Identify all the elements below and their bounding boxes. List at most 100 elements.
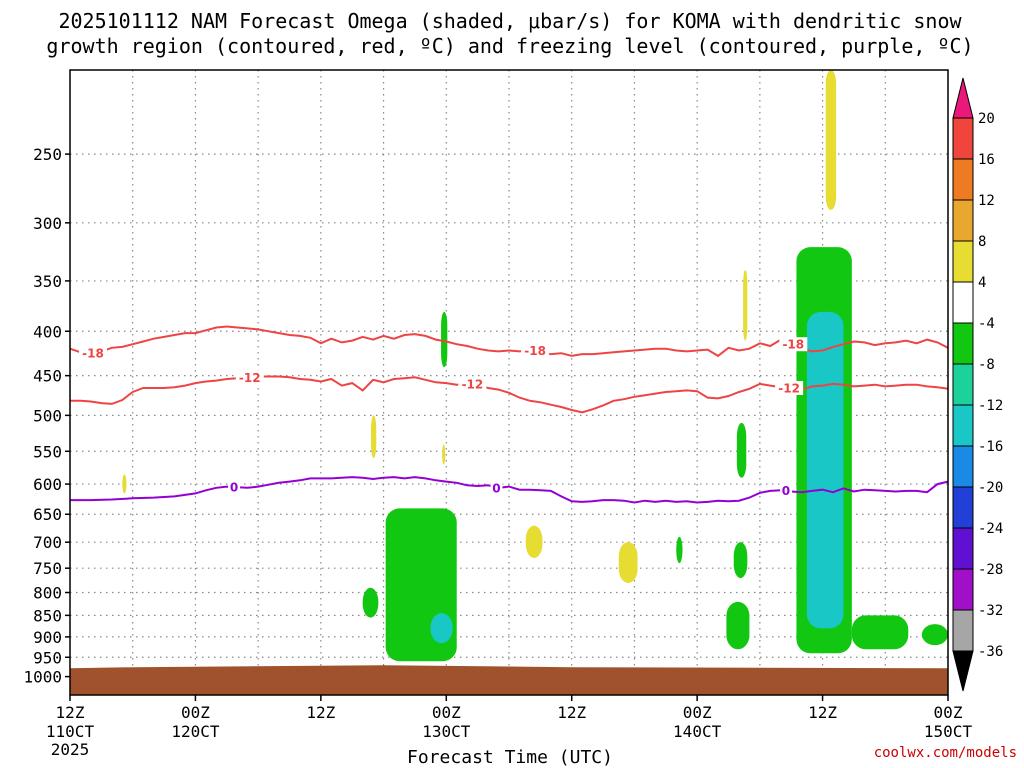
omega-colorbar: 20 16 12 8 4 -4 -8 -12 -16 -20 -24 -28 -32 -36	[952, 77, 1003, 692]
y-tick-label: 650	[33, 505, 62, 524]
shaded-region-17	[442, 444, 446, 465]
colorbar-bin	[953, 364, 973, 406]
x-tick-label: 130CT	[422, 722, 471, 741]
y-tick-label: 300	[33, 214, 62, 233]
contour-label-bg-2-2	[779, 483, 792, 498]
contour-labels: -18 -18 -18 -12 -12 -12 0 0 0	[78, 337, 808, 498]
x-tick-label: 110CT	[46, 722, 95, 741]
shaded-region-16	[371, 415, 377, 459]
colorbar-max-arrow	[952, 77, 974, 119]
colorbar-label: -36	[978, 644, 1003, 660]
colorbar-label: 8	[978, 234, 986, 250]
x-tick-label: 00Z	[683, 703, 712, 722]
contour-label-0C: 0	[230, 481, 238, 495]
colorbar-label: -32	[978, 603, 1003, 619]
x-tick-label: 12Z	[557, 703, 586, 722]
shaded-region-9	[806, 311, 844, 629]
contour-label--12C: -12	[239, 371, 261, 385]
colorbar-min-arrow	[952, 650, 974, 692]
plot-frame	[69, 69, 949, 696]
contour-label--18C: -18	[782, 338, 804, 352]
shaded-region-11	[921, 624, 948, 646]
shaded-region-12	[825, 70, 837, 211]
y-tick-label: 850	[33, 606, 62, 625]
shaded-region-10	[851, 615, 909, 650]
colorbar-label: -4	[978, 316, 995, 332]
contour-label--12C: -12	[778, 382, 800, 396]
contour-label-bg-1-0	[235, 370, 264, 385]
shaded-region-18	[122, 474, 127, 494]
colorbar-label: -16	[978, 439, 1003, 455]
colorbar-label: -24	[978, 521, 1003, 537]
chart-title-line-2: growth region (contoured, red, ºC) and f…	[46, 34, 973, 58]
y-tick-label: 450	[33, 367, 62, 386]
colorbar-bin	[953, 241, 973, 283]
y-tick-label: 550	[33, 442, 62, 461]
shaded-region-3	[441, 311, 448, 368]
x-tick-label: 150CT	[924, 722, 973, 741]
y-tick-label: 250	[33, 145, 62, 164]
y-axis-ticks: 250 300 350 400 450 500 550 600 650 700 750 800 850 9…	[23, 145, 70, 687]
colorbar-label: 4	[978, 275, 986, 291]
contour-label--12C: -12	[462, 377, 484, 391]
colorbar-bin	[953, 118, 973, 160]
terrain-area	[70, 665, 948, 695]
colorbar-label: -20	[978, 480, 1003, 496]
colorbar-label: 12	[978, 193, 995, 209]
omega-shading	[122, 70, 948, 662]
contour-label--18C: -18	[82, 347, 104, 361]
chart-title-line-1: 2025101112 NAM Forecast Omega (shaded, μ…	[58, 9, 962, 33]
contour-label--18C: -18	[524, 344, 546, 358]
y-tick-label: 750	[33, 559, 62, 578]
contour-label-bg-0-2	[779, 337, 808, 352]
y-tick-label: 950	[33, 648, 62, 667]
colorbar-label: -12	[978, 398, 1003, 414]
colorbar-label: 20	[978, 111, 995, 127]
shaded-region-7	[726, 601, 750, 650]
contour-label-bg-1-1	[458, 376, 487, 391]
x-tick-label: 12Z	[56, 703, 85, 722]
y-tick-label: 500	[33, 406, 62, 425]
y-tick-label: 900	[33, 628, 62, 647]
shaded-region-14	[525, 525, 543, 558]
x-axis-title: Forecast Time (UTC)	[407, 747, 613, 768]
contour-label-bg-2-0	[228, 480, 241, 495]
contour-label-0C: 0	[782, 484, 790, 498]
colorbar-bin	[953, 159, 973, 201]
contour-label-bg-0-1	[521, 343, 550, 358]
colorbar-bin	[953, 323, 973, 365]
y-tick-label: 1000	[23, 668, 62, 687]
colorbar-label: 16	[978, 152, 995, 168]
x-tick-label: 140CT	[673, 722, 722, 741]
terrain-surface	[70, 665, 948, 695]
shaded-region-5	[736, 422, 747, 478]
colorbar-bin	[953, 610, 973, 652]
x-tick-label: 00Z	[432, 703, 461, 722]
contour-label-bg-0-0	[78, 346, 107, 361]
credit-text: coolwx.com/models	[874, 745, 1017, 761]
contour-label-bg-1-2	[775, 381, 804, 396]
colorbar-label: -8	[978, 357, 995, 373]
x-tick-label: 120CT	[171, 722, 220, 741]
shaded-region-15	[618, 542, 638, 583]
x-tick-label: 12Z	[306, 703, 335, 722]
colorbar-bin	[953, 569, 973, 611]
shaded-region-6	[676, 536, 683, 564]
contour-0C	[70, 476, 949, 504]
contour-label-bg-2-1	[490, 480, 503, 495]
y-tick-label: 600	[33, 475, 62, 494]
colorbar-bin	[953, 446, 973, 488]
shaded-region-13	[743, 269, 748, 341]
contour-label-0C: 0	[492, 481, 500, 495]
x-tick-label: 2025	[51, 740, 90, 759]
colorbar-bin	[953, 282, 973, 324]
x-tick-label: 00Z	[181, 703, 210, 722]
y-tick-label: 350	[33, 272, 62, 291]
y-tick-label: 700	[33, 533, 62, 552]
colorbar-bin	[953, 200, 973, 242]
colorbar-bin	[953, 487, 973, 529]
colorbar-bin	[953, 405, 973, 447]
shaded-region-4	[733, 542, 748, 579]
